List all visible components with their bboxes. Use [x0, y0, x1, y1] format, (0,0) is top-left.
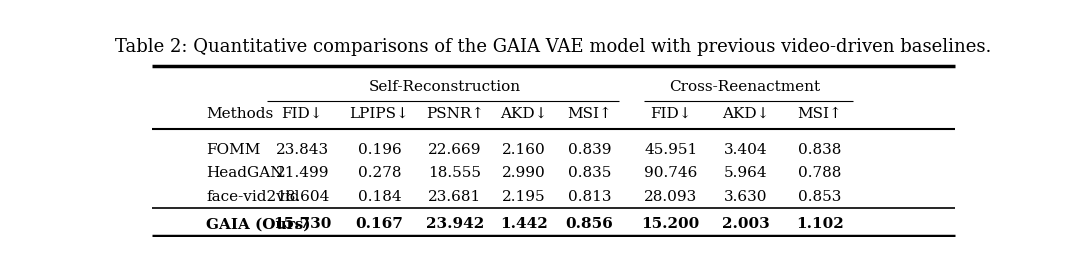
Text: PSNR↑: PSNR↑ [426, 107, 484, 121]
Text: 0.196: 0.196 [357, 143, 402, 157]
Text: 22.669: 22.669 [428, 143, 482, 157]
Text: 0.184: 0.184 [357, 190, 401, 204]
Text: 0.838: 0.838 [798, 143, 841, 157]
Text: 23.843: 23.843 [275, 143, 329, 157]
Text: 45.951: 45.951 [644, 143, 698, 157]
Text: 0.788: 0.788 [798, 166, 841, 180]
Text: AKD↓: AKD↓ [500, 107, 548, 121]
Text: 90.746: 90.746 [644, 166, 698, 180]
Text: 1.442: 1.442 [500, 217, 548, 231]
Text: 2.195: 2.195 [502, 190, 546, 204]
Text: 0.278: 0.278 [357, 166, 401, 180]
Text: 0.839: 0.839 [568, 143, 611, 157]
Text: HeadGAN: HeadGAN [206, 166, 284, 180]
Text: 21.499: 21.499 [275, 166, 329, 180]
Text: 28.093: 28.093 [644, 190, 698, 204]
Text: 18.604: 18.604 [275, 190, 329, 204]
Text: Table 2: Quantitative comparisons of the GAIA VAE model with previous video-driv: Table 2: Quantitative comparisons of the… [116, 38, 991, 56]
Text: 0.167: 0.167 [355, 217, 403, 231]
Text: FOMM: FOMM [206, 143, 260, 157]
Text: 18.555: 18.555 [429, 166, 482, 180]
Text: 2.990: 2.990 [502, 166, 546, 180]
Text: 0.835: 0.835 [568, 166, 611, 180]
Text: 2.160: 2.160 [502, 143, 546, 157]
Text: FID↓: FID↓ [282, 107, 323, 121]
Text: 15.200: 15.200 [642, 217, 700, 231]
Text: 5.964: 5.964 [725, 166, 768, 180]
Text: 3.630: 3.630 [725, 190, 768, 204]
Text: Cross-Reenactment: Cross-Reenactment [669, 80, 820, 94]
Text: 0.853: 0.853 [798, 190, 841, 204]
Text: FID↓: FID↓ [650, 107, 691, 121]
Text: 23.942: 23.942 [426, 217, 484, 231]
Text: 1.102: 1.102 [796, 217, 843, 231]
Text: 2.003: 2.003 [723, 217, 770, 231]
Text: MSI↑: MSI↑ [797, 107, 842, 121]
Text: Methods: Methods [206, 107, 273, 121]
Text: LPIPS↓: LPIPS↓ [350, 107, 409, 121]
Text: 0.856: 0.856 [566, 217, 613, 231]
Text: 3.404: 3.404 [725, 143, 768, 157]
Text: 23.681: 23.681 [428, 190, 482, 204]
Text: AKD↓: AKD↓ [723, 107, 770, 121]
Text: Self-Reconstruction: Self-Reconstruction [368, 80, 521, 94]
Text: GAIA (Ours): GAIA (Ours) [206, 217, 311, 231]
Text: face-vid2vid: face-vid2vid [206, 190, 299, 204]
Text: 0.813: 0.813 [568, 190, 611, 204]
Text: MSI↑: MSI↑ [567, 107, 612, 121]
Text: 15.730: 15.730 [273, 217, 332, 231]
